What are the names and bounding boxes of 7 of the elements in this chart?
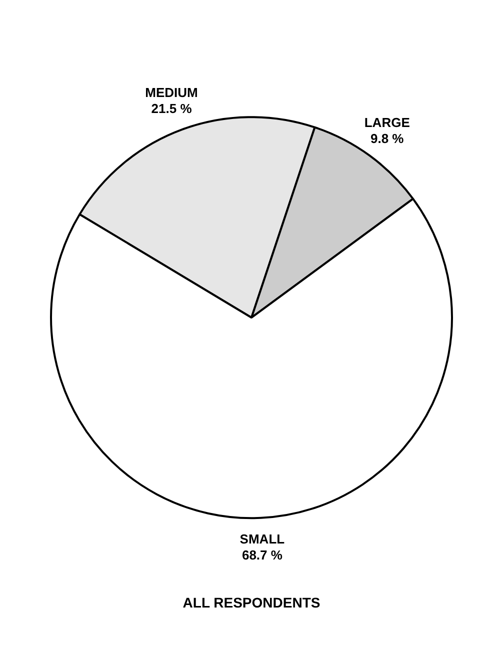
text: ALL RESPONDENTS <box>182 594 320 610</box>
slice-label: MEDIUM <box>145 84 198 100</box>
data-label: 21.5 % <box>151 100 192 116</box>
slice-label: LARGE <box>364 114 410 130</box>
data-label: 68.7 % <box>242 547 283 562</box>
slice-label: SMALL <box>240 531 285 546</box>
data-label: 9.8 % <box>370 130 404 146</box>
